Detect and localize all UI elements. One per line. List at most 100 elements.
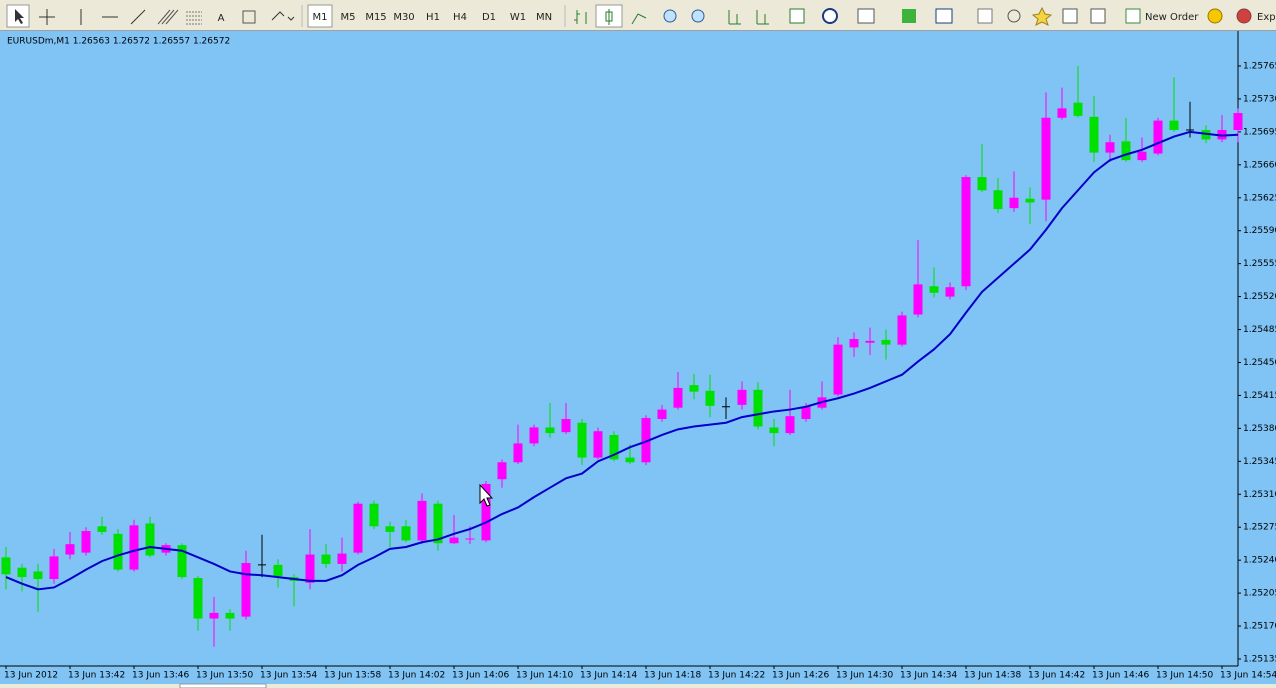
chart-tab[interactable] (179, 683, 267, 688)
candle-body (497, 462, 507, 480)
data-window-button[interactable] (1007, 9, 1021, 23)
candle-body (737, 389, 747, 405)
candle-body (785, 416, 795, 434)
candle-body (385, 526, 395, 532)
x-tick-label: 13 Jun 13:58 (324, 671, 381, 681)
alert-icon (1207, 8, 1223, 24)
autoscroll-button[interactable] (728, 10, 741, 25)
candle-body (609, 434, 619, 460)
x-tick-label: 13 Jun 14:14 (580, 671, 637, 681)
candle-body (273, 564, 283, 577)
timeframe-button[interactable]: MN (536, 12, 552, 23)
candle-body (337, 553, 347, 564)
timeframe-active (307, 4, 333, 28)
candle-body (65, 544, 75, 555)
templates-button[interactable] (857, 8, 875, 24)
line-chart-button[interactable] (631, 13, 647, 25)
timeframe-button[interactable]: H1 (426, 12, 440, 23)
y-tick-label: 1.25695 (1243, 127, 1276, 137)
timeframe-button[interactable]: M5 (341, 12, 356, 23)
timeframe-button[interactable]: D1 (482, 12, 496, 23)
y-tick-label: 1.25205 (1243, 589, 1276, 599)
x-tick-label: 13 Jun 14:50 (1156, 671, 1213, 681)
label-tool[interactable] (242, 10, 256, 24)
candle-body (881, 339, 891, 345)
x-tick-label: 13 Jun 13:42 (68, 671, 125, 681)
candle-body (913, 284, 923, 315)
y-tick-label: 1.25310 (1243, 490, 1276, 500)
market-watch-button[interactable] (977, 8, 993, 24)
y-tick-label: 1.25345 (1243, 457, 1276, 467)
shift-button[interactable] (756, 10, 769, 25)
x-tick-label: 13 Jun 14:22 (708, 671, 765, 681)
candle-body (769, 427, 779, 434)
candle-body (401, 526, 411, 541)
fibo-tool[interactable] (186, 11, 202, 25)
candle-body (241, 562, 251, 617)
bar-chart-button[interactable] (574, 10, 587, 24)
candle-body (49, 556, 59, 579)
x-tick-label: 13 Jun 14:18 (644, 671, 701, 681)
mouse-cursor (479, 483, 494, 507)
arrows-tool[interactable] (271, 11, 295, 21)
y-tick-label: 1.25730 (1243, 94, 1276, 104)
y-tick-label: 1.25240 (1243, 556, 1276, 566)
text-tool[interactable]: A (218, 13, 225, 24)
indicators-button[interactable] (789, 8, 805, 24)
periods-button[interactable] (822, 8, 838, 24)
candle-body (1057, 108, 1067, 118)
x-tick-label: 13 Jun 14:30 (836, 671, 893, 681)
candle-body (1025, 198, 1035, 203)
candle-body (1041, 117, 1051, 200)
x-tick-label: 13 Jun 14:26 (772, 671, 829, 681)
candle-body (1089, 116, 1099, 153)
x-tick-label: 13 Jun 14:10 (516, 671, 573, 681)
new-chart-button[interactable] (902, 9, 916, 23)
candle-body (657, 409, 667, 419)
chart-header: EURUSDm,M1 1.26563 1.26572 1.26557 1.265… (7, 37, 230, 47)
trendline-tool[interactable] (130, 9, 146, 25)
zoom-out-button[interactable] (691, 9, 705, 23)
tester-button[interactable] (1090, 8, 1106, 24)
candle-body (481, 483, 491, 541)
candle-body (17, 567, 27, 578)
candle-body (945, 287, 955, 297)
chart-background (0, 31, 1276, 684)
candle-body (849, 338, 859, 348)
candle-body (545, 427, 555, 434)
timeframe-button[interactable]: H4 (453, 12, 467, 23)
candle-body (193, 578, 203, 619)
timeframe-button[interactable]: W1 (510, 12, 526, 23)
y-tick-label: 1.25765 (1243, 62, 1276, 72)
x-tick-label: 13 Jun 14:02 (388, 671, 445, 681)
x-tick-label: 13 Jun 2012 (4, 671, 58, 681)
candle-body (977, 177, 987, 191)
x-tick-label: 13 Jun 14:54 (1220, 671, 1276, 681)
channel-tool[interactable] (157, 9, 179, 25)
y-tick-label: 1.25415 (1243, 391, 1276, 401)
candle-body (177, 545, 187, 578)
crosshair-tool[interactable] (39, 9, 55, 25)
navigator-button[interactable] (1031, 6, 1053, 26)
new-order-button[interactable]: New Order (1145, 12, 1199, 23)
candle-body (1105, 142, 1115, 153)
profiles-button[interactable] (935, 8, 953, 24)
zoom-in-button[interactable] (663, 9, 677, 23)
timeframe-button[interactable]: M1 (313, 12, 328, 23)
x-tick-label: 13 Jun 14:38 (964, 671, 1021, 681)
candle-body (1169, 120, 1179, 131)
candle-body (433, 503, 443, 544)
timeframe-button[interactable]: M30 (393, 12, 414, 23)
experts-button[interactable]: Exp (1257, 12, 1276, 23)
candle-body (113, 533, 123, 570)
candle-body (449, 537, 459, 544)
terminal-button[interactable] (1062, 8, 1078, 24)
toolbar-bg (0, 0, 1276, 31)
candle-body (625, 457, 635, 463)
candle-body (1233, 113, 1243, 131)
y-tick-label: 1.25590 (1243, 226, 1276, 236)
timeframe-button[interactable]: M15 (365, 12, 386, 23)
moving-average (5, 130, 1239, 591)
